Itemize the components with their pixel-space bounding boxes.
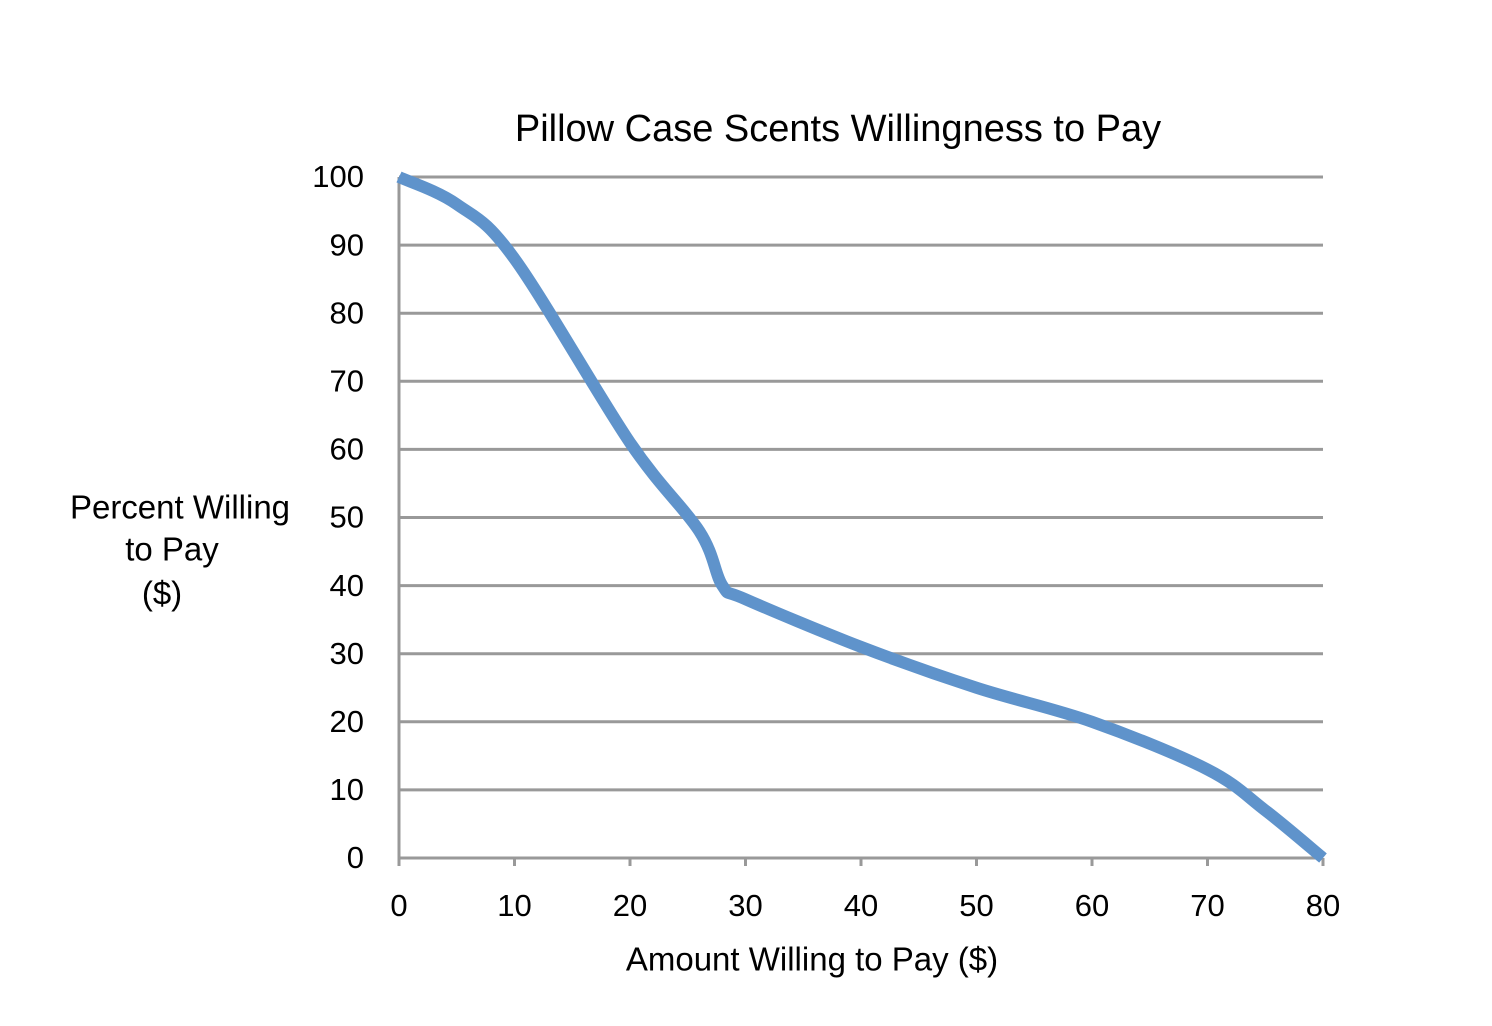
y-tick-label: 10 <box>330 772 364 807</box>
y-tick-label: 60 <box>330 432 364 467</box>
y-tick-label: 40 <box>330 568 364 603</box>
y-tick-label: 0 <box>347 840 364 875</box>
y-tick-label: 50 <box>330 500 364 535</box>
x-tick-label: 0 <box>390 888 407 923</box>
x-tick-label: 60 <box>1075 888 1109 923</box>
x-tick-label: 50 <box>959 888 993 923</box>
chart-title: Pillow Case Scents Willingness to Pay <box>515 108 1161 150</box>
x-axis-label: Amount Willing to Pay ($) <box>626 941 998 978</box>
y-tick-label: 90 <box>330 227 364 262</box>
y-axis-label: to Pay <box>125 531 219 568</box>
x-tick-label: 30 <box>728 888 762 923</box>
line <box>396 171 1327 863</box>
y-axis-label: ($) <box>142 575 182 612</box>
y-tick-label: 30 <box>330 636 364 671</box>
y-tick-label: 80 <box>330 295 364 330</box>
x-tick-label: 10 <box>497 888 531 923</box>
x-tick-label: 70 <box>1190 888 1224 923</box>
x-tick-label: 20 <box>613 888 647 923</box>
x-tick-label: 80 <box>1306 888 1340 923</box>
y-tick-label: 20 <box>330 704 364 739</box>
y-axis-label: Percent Willing <box>70 489 290 526</box>
x-tick-label: 40 <box>844 888 878 923</box>
y-tick-label: 100 <box>312 159 364 194</box>
y-tick-label: 70 <box>330 363 364 398</box>
